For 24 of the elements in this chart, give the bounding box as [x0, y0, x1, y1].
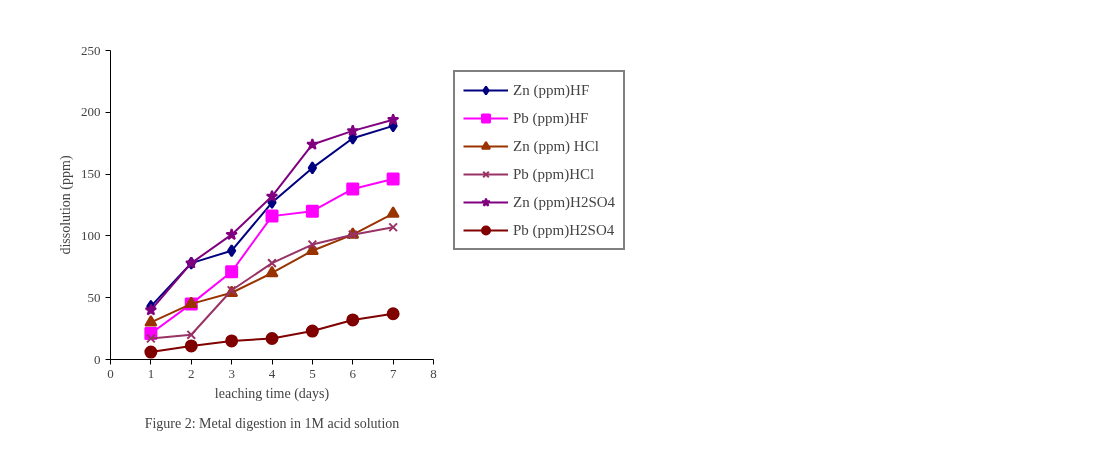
x-tick-label: 0	[107, 365, 114, 381]
y-axis-title: dissolution (ppm)	[58, 155, 74, 255]
x-tick-label: 1	[147, 365, 155, 381]
y-tick-label: 0	[94, 351, 101, 367]
x-tick-label: 3	[228, 365, 235, 381]
x-tick-label: 6	[349, 365, 357, 381]
legend-label: Zn (ppm) HCl	[513, 137, 599, 155]
y-tick-label: 250	[81, 42, 101, 58]
caption: Figure 2: Metal digestion in 1M acid solution	[144, 415, 400, 431]
legend-label: Zn (ppm)H2SO4	[513, 193, 616, 211]
legend-label: Zn (ppm)HF	[513, 81, 590, 99]
x-tick-label: 5	[309, 365, 316, 381]
x-tick-label: 4	[268, 365, 276, 381]
legend-label: Pb (ppm)HCl	[513, 165, 595, 183]
y-tick-label: 50	[87, 289, 101, 305]
y-tick-label: 150	[81, 166, 101, 182]
y-tick-label: 200	[81, 104, 101, 120]
legend-label: Pb (ppm)HF	[513, 109, 589, 127]
x-axis-title: leaching time (days)	[214, 385, 330, 402]
x-tick-label: 8	[430, 365, 437, 381]
x-tick-label: 7	[389, 365, 397, 381]
legend-label: Pb (ppm)H2SO4	[513, 221, 615, 239]
x-tick-label: 2	[188, 365, 195, 381]
y-tick-label: 100	[81, 227, 101, 243]
